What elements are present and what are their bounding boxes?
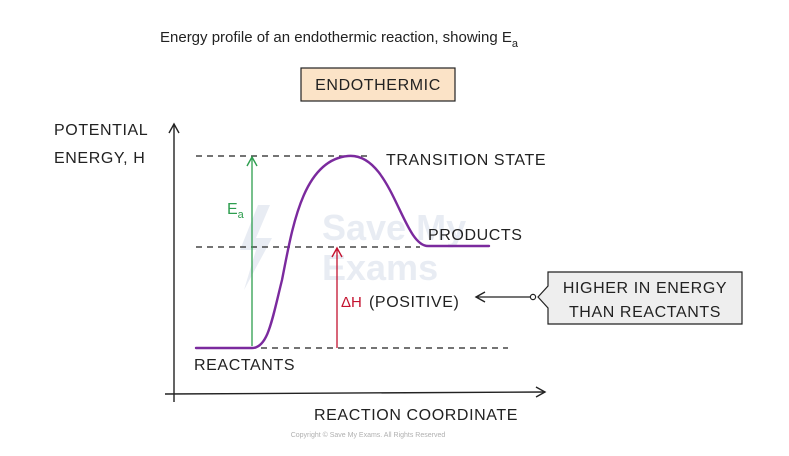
- endothermic-badge-box: [300, 67, 456, 102]
- x-axis: [164, 386, 547, 398]
- figure-caption: Energy profile of an endothermic reactio…: [160, 29, 519, 50]
- delta-h-positive-label: (POSITIVE): [369, 294, 459, 311]
- note-pointer-dot: [529, 293, 537, 301]
- transition-state-label: TRANSITION STATE: [386, 152, 546, 169]
- delta-h-label: ΔH: [341, 294, 362, 311]
- note-line2: THAN REACTANTS: [569, 304, 721, 321]
- watermark: Save My Exams: [240, 205, 466, 290]
- note-line1: HIGHER IN ENERGY: [563, 280, 727, 297]
- y-axis-label-line1: POTENTIAL: [54, 122, 148, 139]
- ea-subscript: a: [238, 209, 245, 221]
- endothermic-badge-label: ENDOTHERMIC: [315, 77, 441, 94]
- energy-profile-curve: [194, 154, 491, 350]
- note-callout-box: [537, 271, 743, 325]
- copyright-notice: Copyright © Save My Exams. All Rights Re…: [291, 431, 446, 439]
- watermark-line1: Save My: [322, 207, 466, 248]
- products-label: PRODUCTS: [428, 227, 523, 244]
- reactants-label: REACTANTS: [194, 357, 295, 374]
- x-axis-label: REACTION COORDINATE: [314, 407, 518, 424]
- caption-subscript: a: [512, 38, 519, 50]
- watermark-line2: Exams: [322, 247, 438, 288]
- y-axis-label-line2: ENERGY, H: [54, 150, 145, 167]
- caption-main: Energy profile of an endothermic reactio…: [160, 29, 512, 46]
- activation-energy-label: Ea: [227, 201, 245, 221]
- ea-main: E: [227, 201, 238, 218]
